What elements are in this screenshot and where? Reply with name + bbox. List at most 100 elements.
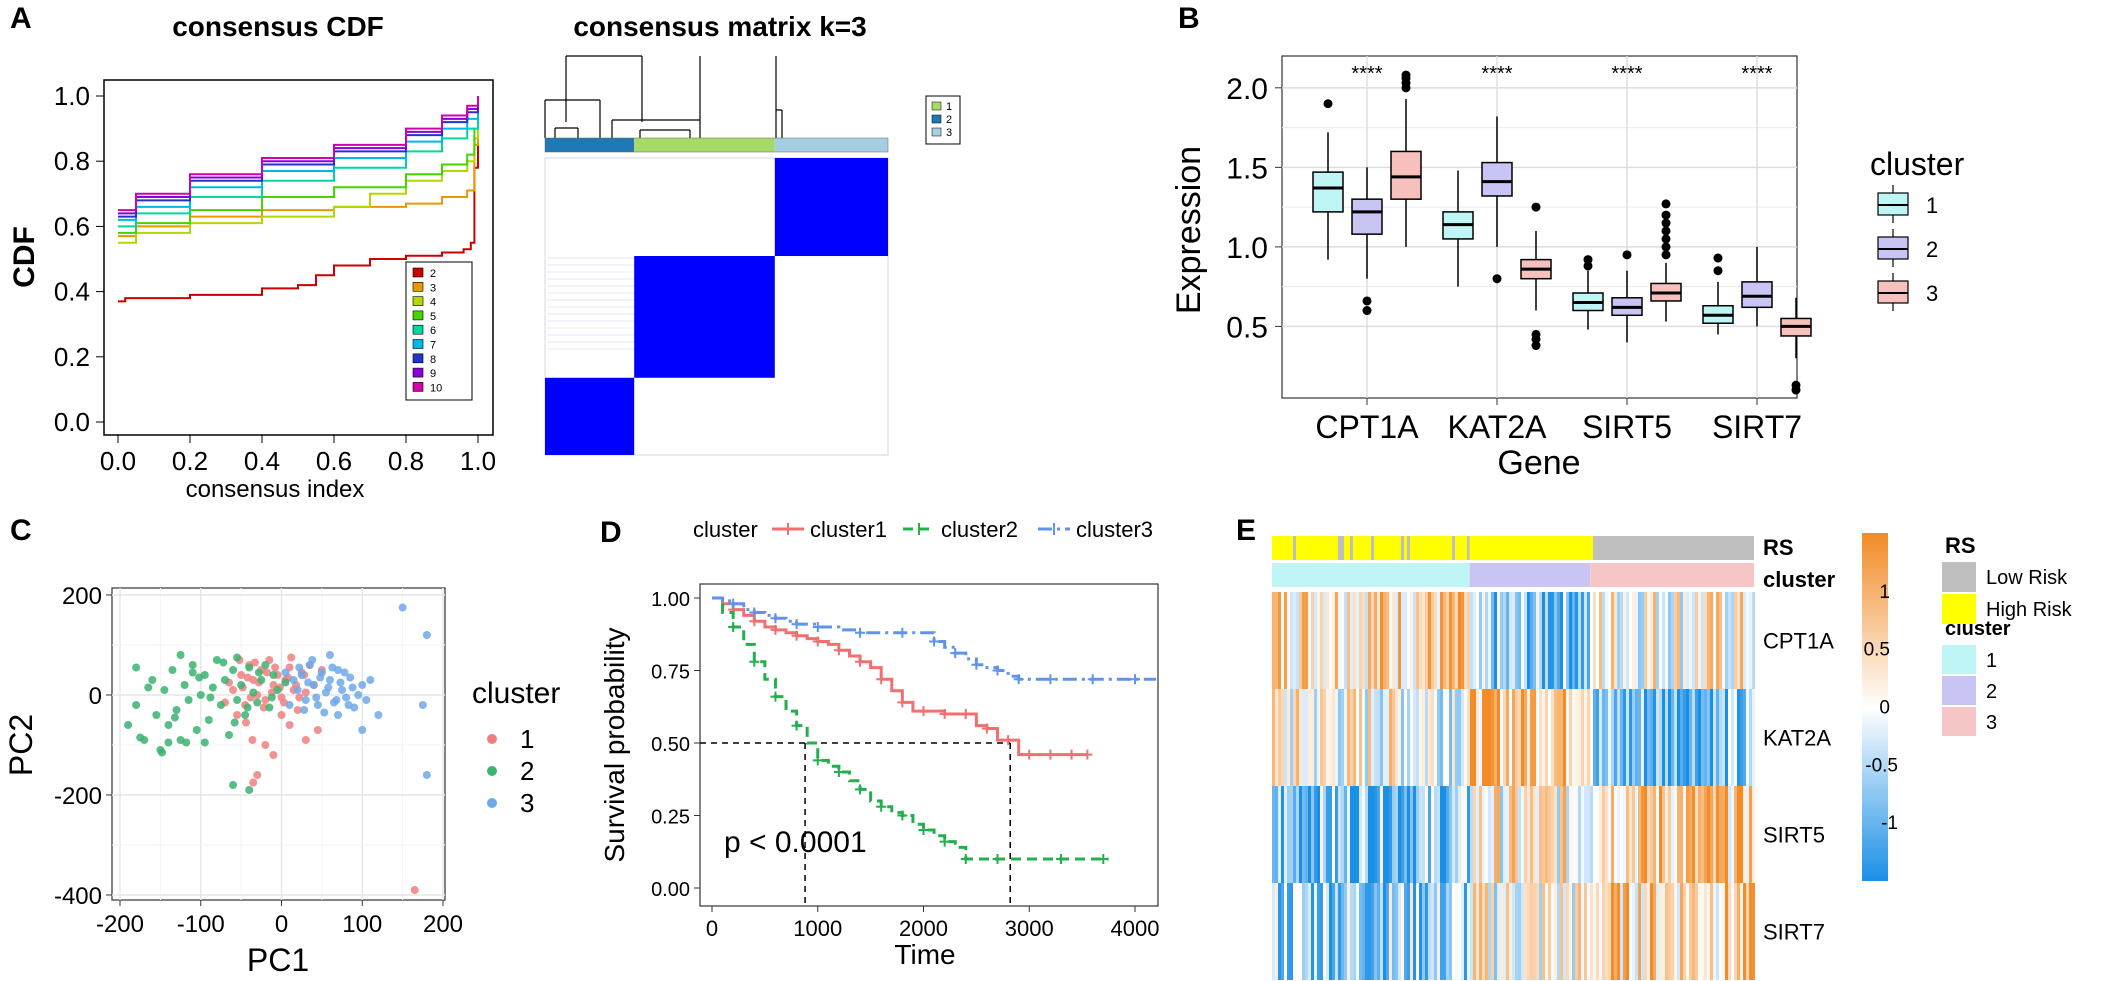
pca-x-axis-label: PC1: [247, 942, 309, 978]
pca-point-cluster-2: [233, 696, 242, 704]
cdf-line-k4: [118, 96, 479, 244]
heatmap-cell: [1326, 592, 1329, 689]
heatmap-cell: [1752, 883, 1755, 980]
consensus-matrix-title: consensus matrix k=3: [573, 11, 866, 42]
cdf-legend-swatch: [412, 296, 424, 306]
box-outlier: [1661, 226, 1671, 236]
heatmap-colorbar-slice: [1862, 767, 1888, 769]
heatmap-cell: [1743, 883, 1746, 980]
km-ticks: 0 1000 2000 3000 4000 0.00 0.25 0.50 0.75 1.00: [651, 589, 1159, 941]
cdf-legend-swatch: [412, 281, 424, 292]
heatmap-cell: [1638, 689, 1641, 786]
heatmap-cell: [1299, 786, 1302, 883]
boxplot-legend: 1 2 3: [1877, 185, 1938, 311]
heatmap-colorbar-slice: [1862, 843, 1888, 845]
heatmap-cell: [1692, 689, 1695, 786]
heatmap-cell: [1458, 689, 1461, 786]
heatmap-colorbar-slice: [1862, 829, 1888, 831]
heatmap-colorbar-label: -0.5: [1865, 755, 1898, 776]
heatmap-cell: [1569, 786, 1572, 883]
heatmap-cell: [1686, 883, 1689, 980]
boxplot-legend-label: 3: [1926, 281, 1938, 306]
heatmap-cell: [1455, 786, 1458, 883]
box-body: [1390, 150, 1422, 200]
heatmap-cell: [1500, 786, 1503, 883]
heatmap-colorbar-slice: [1862, 591, 1888, 593]
heatmap-cell: [1398, 786, 1401, 883]
km-censor-mark: [1087, 674, 1098, 685]
heatmap-cell: [1278, 883, 1281, 980]
heatmap-cell: [1611, 786, 1614, 883]
heatmap-cell: [1302, 689, 1305, 786]
km-censor-mark: [791, 720, 802, 731]
pca-y-tick-label: 200: [62, 583, 102, 610]
heatmap-colorbar-slice: [1862, 573, 1888, 575]
cdf-x-tick-label: 0.0: [100, 446, 136, 476]
heatmap-rs-stripe: [1392, 536, 1395, 560]
heatmap-rs-stripe: [1443, 536, 1446, 560]
pca-legend-label: 3: [520, 788, 534, 818]
heatmap-cell: [1740, 786, 1743, 883]
heatmap-cell: [1569, 883, 1572, 980]
heatmap-cell: [1731, 786, 1734, 883]
heatmap-rs-stripe: [1389, 536, 1392, 560]
pca-point-cluster-2: [157, 748, 166, 757]
heatmap-cell: [1683, 786, 1686, 883]
pca-point-cluster-2: [124, 721, 133, 729]
pca-point-cluster-1: [253, 771, 262, 779]
heatmap-cell: [1671, 689, 1674, 786]
heatmap-colorbar-slice: [1862, 825, 1888, 827]
heatmap-rs-stripe: [1380, 536, 1383, 560]
heatmap-colorbar-slice: [1862, 837, 1888, 839]
pca-point-cluster-2: [245, 663, 254, 672]
heatmap-colorbar-slice: [1862, 777, 1888, 779]
heatmap-cell: [1461, 786, 1464, 883]
heatmap-cell: [1710, 883, 1713, 980]
heatmap-cell: [1671, 592, 1674, 689]
heatmap-cell: [1671, 883, 1674, 980]
pca-point-cluster-2: [243, 703, 252, 712]
heatmap-colorbar-slice: [1862, 595, 1888, 597]
pca-point-cluster-3: [398, 603, 407, 612]
heatmap-cell: [1635, 689, 1638, 786]
km-x-tick-label: 3000: [1005, 916, 1054, 941]
heatmap-cell: [1488, 883, 1491, 980]
heatmap-colorbar-slice: [1862, 783, 1888, 785]
heatmap-cell: [1746, 786, 1749, 883]
heatmap-cell: [1728, 883, 1731, 980]
heatmap-cell: [1500, 689, 1503, 786]
pca-point-cluster-2: [273, 686, 282, 694]
heatmap-cell: [1638, 786, 1641, 883]
heatmap-annot-rs-label: RS: [1763, 535, 1794, 560]
heatmap-rs-stripe: [1299, 536, 1302, 560]
heatmap-colorbar-slice: [1862, 665, 1888, 667]
pca-point-cluster-3: [320, 708, 329, 717]
heatmap-rs-stripe: [1410, 536, 1413, 560]
km-x-tick-label: 2000: [899, 916, 948, 941]
heatmap-colorbar-slice: [1862, 851, 1888, 853]
cdf-x-tick-label: 0.8: [388, 446, 424, 476]
heatmap-cell: [1281, 689, 1284, 786]
pca-point-cluster-3: [332, 696, 341, 704]
heatmap-cell: [1659, 592, 1662, 689]
heatmap-colorbar-slice: [1862, 605, 1888, 607]
pca-point-cluster-2: [172, 706, 181, 714]
heatmap-cell: [1623, 592, 1626, 689]
pca-point-cluster-3: [336, 678, 345, 687]
heatmap-cell: [1563, 592, 1566, 689]
heatmap-cell: [1470, 689, 1473, 786]
heatmap-cell: [1668, 689, 1671, 786]
heatmap-cell: [1350, 883, 1353, 980]
box-outlier: [1713, 266, 1723, 276]
km-censor-mark: [950, 648, 961, 659]
km-curve-cluster3: [712, 596, 1157, 681]
pca-point-cluster-2: [230, 718, 239, 727]
heatmap-cell: [1743, 689, 1746, 786]
heatmap-cell: [1581, 786, 1584, 883]
pca-point-cluster-3: [362, 696, 371, 704]
heatmap-colorbar-slice: [1862, 745, 1888, 747]
consensus-legend-swatch: [931, 101, 942, 111]
pca-point-cluster-3: [358, 726, 367, 734]
heatmap-cell: [1311, 592, 1314, 689]
pca-point-cluster-2: [144, 683, 153, 692]
